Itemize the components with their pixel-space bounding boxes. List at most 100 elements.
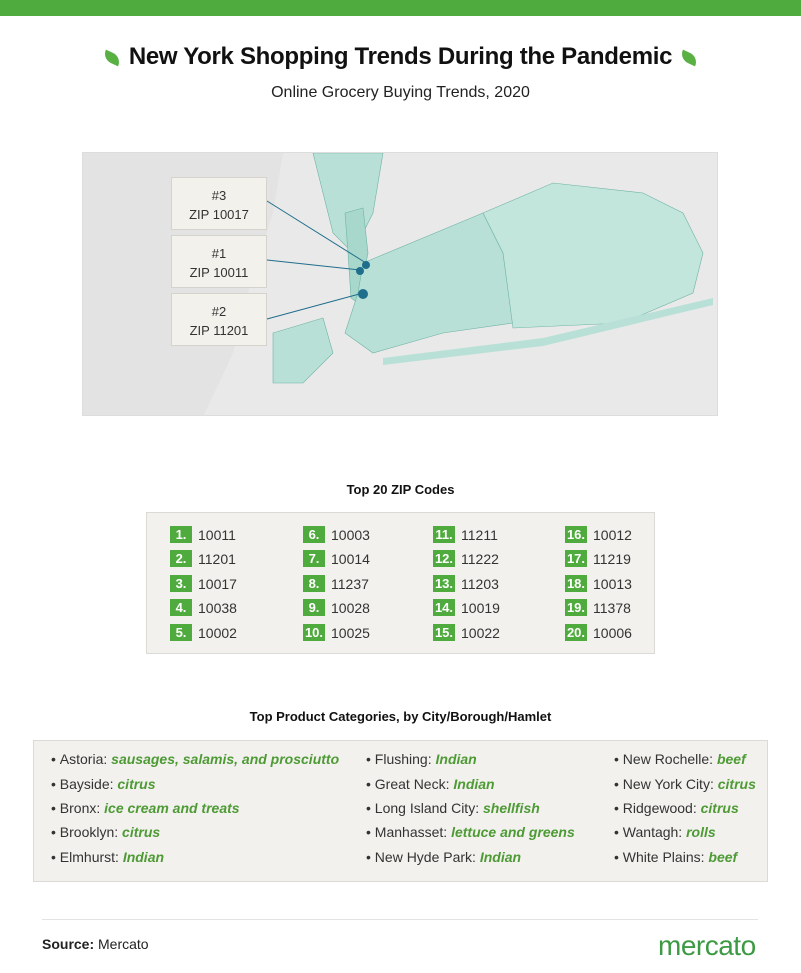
category-item: • New Hyde Park: Indian (366, 849, 521, 865)
category-value: shellfish (482, 800, 540, 816)
zip-code: 10025 (331, 624, 370, 641)
rank-badge: 1. (170, 526, 192, 543)
category-value: Indian (435, 751, 477, 767)
zip-code: 10019 (461, 599, 500, 616)
zip-item: 12. 11222 (433, 550, 499, 567)
zip-item: 6. 10003 (303, 526, 370, 543)
rank-badge: 14. (433, 599, 455, 616)
footer-divider (42, 919, 758, 920)
map: #3 ZIP 10017 #1 ZIP 10011 #2 ZIP 11201 (82, 152, 718, 416)
zip-code: 10022 (461, 624, 500, 641)
zip-item: 13. 11203 (433, 575, 499, 592)
rank-badge: 8. (303, 575, 325, 592)
zip-item: 1. 10011 (170, 526, 236, 543)
rank-badge: 2. (170, 550, 192, 567)
bullet-icon: • (366, 800, 375, 816)
zip-code: 10003 (331, 526, 370, 543)
bullet-icon: • (51, 776, 60, 792)
callout-rank: #2 (211, 304, 227, 319)
bullet-icon: • (614, 800, 623, 816)
zip-item: 4. 10038 (170, 599, 237, 616)
region-staten-island (272, 317, 334, 384)
category-value: ice cream and treats (104, 800, 240, 816)
callout-rank: #3 (211, 188, 227, 203)
subtitle: Online Grocery Buying Trends, 2020 (271, 84, 530, 101)
callout-rank-2: #2 ZIP 11201 (171, 293, 267, 346)
category-item: • Flushing: Indian (366, 751, 477, 767)
zip-item: 3. 10017 (170, 575, 237, 592)
rank-badge: 12. (433, 550, 455, 567)
category-value: citrus (117, 776, 156, 792)
zip-item: 16. 10012 (565, 526, 632, 543)
callout-zip: ZIP 11201 (189, 323, 249, 338)
region-nassau (482, 182, 704, 329)
category-value: Indian (453, 776, 495, 792)
bullet-icon: • (614, 776, 623, 792)
zip-item: 7. 10014 (303, 550, 370, 567)
zip-code: 10013 (593, 575, 632, 592)
category-item: • Bayside: citrus (51, 776, 156, 792)
rank-badge: 7. (303, 550, 325, 567)
category-item: • New Rochelle: beef (614, 751, 746, 767)
rank-badge: 3. (170, 575, 192, 592)
zip-code: 11222 (461, 550, 499, 567)
callout-rank-1: #1 ZIP 10011 (171, 235, 267, 288)
category-value: Indian (122, 849, 165, 865)
rank-badge: 16. (565, 526, 587, 543)
place-name: Flushing: (374, 751, 432, 767)
category-item: • Wantagh: rolls (614, 824, 716, 840)
bullet-icon: • (614, 824, 623, 840)
zip-code: 10017 (198, 575, 237, 592)
callout-zip: ZIP 10011 (189, 265, 249, 280)
leaf-icon (101, 49, 123, 66)
category-item: • Long Island City: shellfish (366, 800, 540, 816)
bullet-icon: • (366, 751, 375, 767)
category-value: Indian (479, 849, 522, 865)
zip-item: 8. 11237 (303, 575, 369, 592)
zip-heading: Top 20 ZIP Codes (346, 482, 455, 497)
category-value: beef (716, 751, 746, 767)
place-name: Elmhurst: (59, 849, 119, 865)
rank-badge: 4. (170, 599, 192, 616)
category-item: • Manhasset: lettuce and greens (366, 824, 575, 840)
bullet-icon: • (51, 751, 60, 767)
category-value: rolls (686, 824, 716, 840)
rank-badge: 11. (433, 526, 455, 543)
place-name: Astoria: (59, 751, 108, 767)
rank-badge: 15. (433, 624, 455, 641)
rank-badge: 18. (565, 575, 587, 592)
place-name: Bronx: (59, 800, 101, 816)
zip-item: 11. 11211 (433, 526, 498, 543)
rank-badge: 5. (170, 624, 192, 641)
callout-rank-3: #3 ZIP 10017 (171, 177, 267, 230)
zip-code: 11211 (461, 526, 498, 543)
top-brand-bar (0, 0, 801, 16)
zip-code: 10014 (331, 550, 370, 567)
category-value: sausages, salamis, and prosciutto (111, 751, 340, 767)
category-heading: Top Product Categories, by City/Borough/… (249, 709, 552, 724)
zip-code: 11237 (331, 575, 369, 592)
place-name: New Rochelle: (622, 751, 714, 767)
bullet-icon: • (51, 849, 60, 865)
zip-code: 10012 (593, 526, 632, 543)
bullet-icon: • (366, 776, 375, 792)
zip-item: 18. 10013 (565, 575, 632, 592)
place-name: New York City: (622, 776, 714, 792)
bullet-icon: • (51, 800, 60, 816)
region-queens-brooklyn (344, 212, 514, 354)
zip-code: 11203 (461, 575, 499, 592)
category-item: • Astoria: sausages, salamis, and prosci… (51, 751, 339, 767)
category-value: lettuce and greens (451, 824, 575, 840)
rank-badge: 17. (565, 550, 587, 567)
bullet-icon: • (614, 849, 623, 865)
source-value: Mercato (98, 936, 149, 952)
category-value: citrus (717, 776, 756, 792)
callout-line-11201 (266, 292, 364, 320)
zip-code: 10028 (331, 599, 370, 616)
place-name: New Hyde Park: (374, 849, 476, 865)
place-name: Bayside: (59, 776, 114, 792)
category-item: • Ridgewood: citrus (614, 800, 739, 816)
category-value: beef (708, 849, 738, 865)
region-barrier-beach (383, 298, 713, 365)
category-value: citrus (700, 800, 739, 816)
